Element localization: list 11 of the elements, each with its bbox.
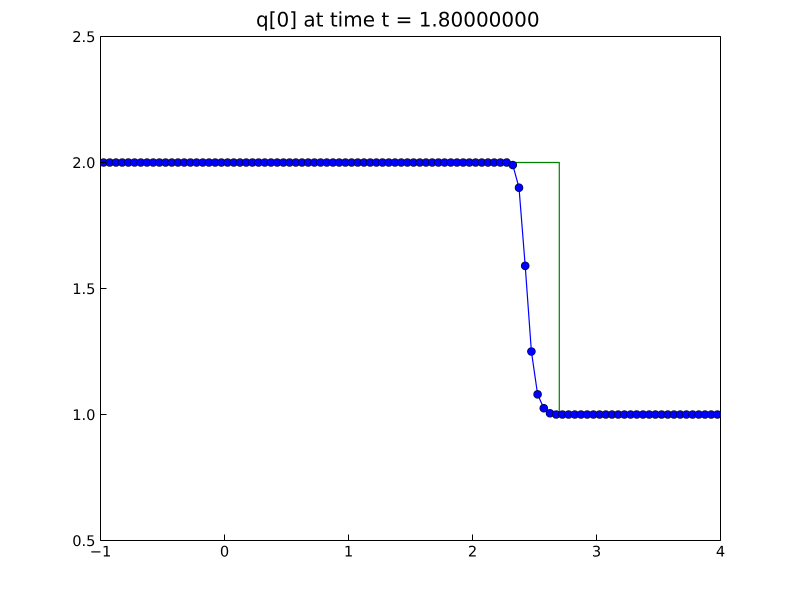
y-tick-label: 1.0: [72, 407, 96, 424]
x-tick-label: 0: [220, 544, 230, 560]
x-tick-label: 4: [716, 544, 726, 560]
chart-title: q[0] at time t = 1.80000000: [256, 8, 540, 32]
y-tick-label: 1.5: [72, 281, 96, 298]
x-tick-label: 1: [344, 544, 354, 560]
y-tick-label: 0.5: [72, 533, 96, 550]
y-tick-label: 2.5: [72, 29, 96, 46]
y-tick-label: 2.0: [72, 155, 96, 172]
x-tick-label: 3: [592, 544, 602, 560]
x-tick-label: 2: [468, 544, 478, 560]
